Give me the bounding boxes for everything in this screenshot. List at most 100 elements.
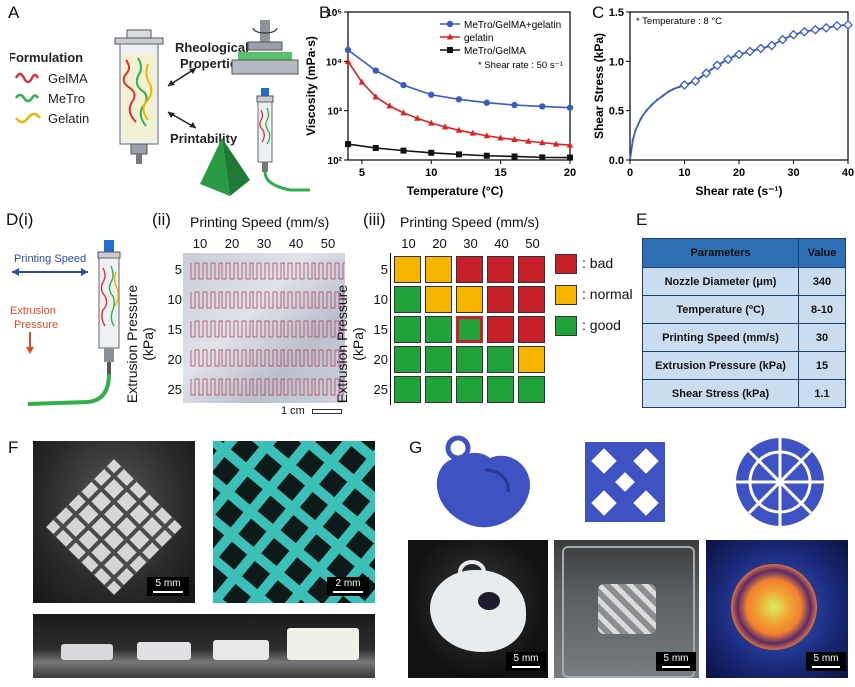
printed-trace <box>190 349 223 367</box>
shear-stress-chart: 0 10 20 30 40 0.0 0.5 1.0 1.5 Shear rate (s⁻¹) S… <box>592 7 854 198</box>
sphere-model-icon <box>736 438 824 526</box>
shear-point <box>821 22 832 33</box>
printed-trace <box>252 291 285 309</box>
lattice-cube-model-icon <box>585 442 665 522</box>
diii-pressure-tick: 20 <box>373 352 388 367</box>
printed-trace <box>221 291 254 309</box>
shear-x-tick-label: 30 <box>787 167 799 179</box>
printed-trace <box>314 291 345 309</box>
viscosity-point <box>372 67 379 74</box>
viscosity-y-tick-label: 10² <box>328 156 343 167</box>
viscosity-point <box>441 123 449 130</box>
printed-grid-photo <box>183 253 345 403</box>
shear-point <box>634 129 637 132</box>
printed-trace <box>252 320 285 338</box>
printed-trace <box>314 320 345 338</box>
viscosity-point <box>539 103 546 110</box>
viscosity-point <box>455 96 463 103</box>
sphere-scale-label: 5 mm <box>813 653 839 664</box>
legend-swatch-bad <box>555 254 577 274</box>
table-cell-value: 15 <box>798 351 846 380</box>
grid-cell-normal <box>456 286 483 313</box>
shear-point <box>788 29 799 40</box>
viscosity-point <box>567 154 573 161</box>
shear-point <box>661 94 664 98</box>
dii-pressure-tick: 15 <box>167 322 182 337</box>
panel-label-a: A <box>8 3 20 22</box>
viscosity-point <box>358 78 366 85</box>
grid-cell-bad <box>487 286 514 313</box>
viscosity-point <box>539 154 546 161</box>
shear-point <box>645 109 648 112</box>
heart-scale-label: 5 mm <box>513 653 539 664</box>
viscosity-point <box>539 139 546 146</box>
panel-d-illustration: Printing Speed Extrusion Pressure <box>10 240 121 406</box>
viscosity-point <box>511 101 518 109</box>
extrusion-label-1: Extrusion <box>10 305 56 317</box>
viscosity-x-tick-label: 10 <box>425 167 437 179</box>
component-metro: MeTro <box>48 91 85 106</box>
viscosity-point <box>428 119 435 126</box>
legend-label: MeTro/GelMA+gelatin <box>464 20 561 31</box>
dii-scale-bar <box>312 409 342 414</box>
printed-cube-photo: 5 mm <box>554 540 699 678</box>
component-gelatin: Gelatin <box>48 111 89 126</box>
printed-trace <box>221 378 254 396</box>
viscosity-point <box>566 104 574 111</box>
diii-speed-axis-title: Printing Speed (mm/s) <box>400 214 540 230</box>
dii-speed-tick: 40 <box>288 236 304 251</box>
lattice-fluorescence-photo: 2 mm <box>213 441 375 603</box>
extrusion-label-2: Pressure <box>14 319 58 331</box>
dii-speed-ticks: 10 20 30 40 50 <box>184 236 354 252</box>
diii-pressure-axis-title: Extrusion Pressure (kPa) <box>334 284 366 404</box>
shear-point <box>755 43 766 54</box>
dii-pressure-tick: 25 <box>167 382 182 397</box>
viscosity-point <box>344 46 352 54</box>
scaffold-scale-label: 5 mm <box>155 578 181 589</box>
table-cell-parameter: Temperature (ºC) <box>642 295 799 324</box>
table-row: Shear Stress (kPa) 1.1 <box>642 379 846 408</box>
grid-cell-good <box>394 346 421 373</box>
shear-point <box>672 87 675 91</box>
printed-trace <box>252 378 285 396</box>
printed-trace <box>252 349 285 367</box>
component-gelma: GelMA <box>48 71 88 86</box>
diii-speed-ticks: 10 20 30 40 50 <box>393 236 548 252</box>
panel-a-illustration: Formulation GelMA MeTro Gelatin Rheologi… <box>10 20 310 196</box>
grid-cell-good <box>394 376 421 403</box>
diii-speed-tick: 50 <box>525 236 540 251</box>
shear-point <box>744 46 755 57</box>
viscosity-chart: 5 10 15 20 10² 10³ 10⁴ 10⁵ Temperature (°C) Vis… <box>304 8 576 198</box>
table-row: Temperature (ºC) 8-10 <box>642 295 846 324</box>
printed-trace <box>190 378 223 396</box>
printed-trace <box>314 262 345 280</box>
grid-cell-bad <box>518 286 545 313</box>
shear-point <box>712 60 723 71</box>
grid-cell-bad <box>518 316 545 343</box>
diii-pressure-tick: 10 <box>373 292 388 307</box>
shear-point <box>843 19 853 30</box>
table-cell-parameter: Extrusion Pressure (kPa) <box>642 351 799 380</box>
dii-speed-tick: 10 <box>192 236 208 251</box>
viscosity-point <box>511 153 518 160</box>
viscosity-point <box>400 147 407 154</box>
grid-cell-good <box>425 376 452 403</box>
grid-cell-normal <box>394 256 421 283</box>
panel-label-g: G <box>409 438 423 457</box>
shear-point <box>679 80 690 90</box>
legend-swatch-normal <box>555 285 577 305</box>
viscosity-point <box>400 109 407 116</box>
shear-point <box>677 85 681 89</box>
viscosity-x-axis-label: Temperature (°C) <box>407 184 504 198</box>
panel-label-e: E <box>636 210 648 229</box>
panel-label-d-iii: (iii) <box>363 210 386 229</box>
panel-label-d-letter: D <box>6 210 19 229</box>
legend-marker <box>447 47 453 53</box>
printed-trace <box>314 349 345 367</box>
diii-speed-tick: 40 <box>494 236 509 251</box>
viscosity-point <box>566 141 574 148</box>
lattice-scale-bar: 2 mm <box>327 577 369 596</box>
viscosity-point <box>483 152 490 159</box>
viscosity-x-tick-label: 20 <box>564 167 576 179</box>
shear-y-tick-label: 1.0 <box>609 56 624 68</box>
